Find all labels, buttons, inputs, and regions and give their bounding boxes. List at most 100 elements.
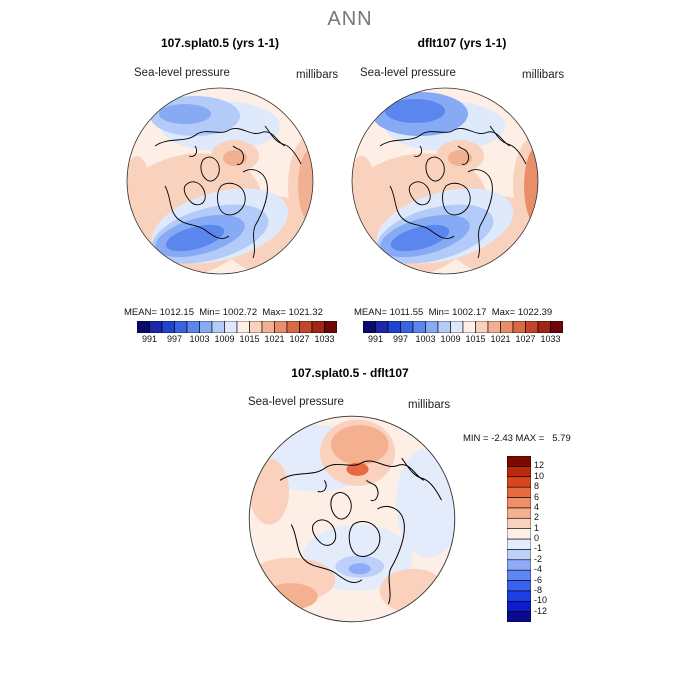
panel-2-map-coastline xyxy=(457,145,469,165)
panel-1-map-contour-region xyxy=(298,150,313,222)
panel-2-map-contour-region xyxy=(390,224,450,252)
diff-colorbar-swatch xyxy=(507,507,531,519)
panel-2-colorbar-swatch xyxy=(437,321,451,333)
diff-colorbar-tick-label: -1 xyxy=(534,543,543,554)
panel-2-colorbar-swatch xyxy=(450,321,464,333)
panel-2-colorbar-tick-label: 1009 xyxy=(440,334,461,344)
diff-colorbar-tick-label: 1 xyxy=(534,522,540,533)
panel-2-map-coastline xyxy=(442,182,471,216)
panel-2-min-label: Min= xyxy=(428,307,450,318)
diff-colorbar-tick-label: 0 xyxy=(534,533,540,543)
panel-1-units: millibars xyxy=(296,69,339,81)
panel-2-max: 1022.39 xyxy=(517,307,553,318)
panel-1-map-coastlines xyxy=(154,125,302,259)
panel-2-colorbar-tick-label: 1015 xyxy=(465,334,486,344)
panel-2-map-coastline xyxy=(467,169,493,259)
panel-2-colorbar-swatch xyxy=(525,321,539,333)
panel-1-colorbar-ticks: 991 997 1003 1009 1015 1021 1027 1033 xyxy=(137,334,337,346)
panel-2-mean: 1011.55 xyxy=(389,307,424,318)
panel-2-colorbar-tick-label: 1033 xyxy=(540,334,561,344)
diff-colorbar-swatch xyxy=(507,580,531,592)
diff-colorbar-swatch xyxy=(507,466,531,478)
panel-2-title: dflt107 (yrs 1-1) xyxy=(417,36,507,50)
panel-1-map-coastline xyxy=(264,125,302,165)
panel-2-colorbar-swatch xyxy=(550,321,563,333)
panel-1-map-coastline xyxy=(183,181,206,206)
panel-2-colorbar xyxy=(363,321,563,333)
panel-1-min: 1002.72 xyxy=(222,307,258,318)
panel-1-map-contour-region xyxy=(159,104,211,124)
panel-2-colorbar-swatch xyxy=(387,321,401,333)
diff-map-coastline xyxy=(377,505,405,605)
panel-1-map-coastline xyxy=(217,182,246,216)
panel-1-colorbar-swatch xyxy=(149,321,163,333)
panel-1-colorbar-swatch xyxy=(324,321,337,333)
diff-colorbar-swatch xyxy=(507,590,531,602)
diff-map-coastline xyxy=(330,492,352,520)
panel-2-colorbar-tick-label: 1003 xyxy=(415,334,436,344)
diff-colorbar-tick-label: -4 xyxy=(534,564,543,575)
panel-1-colorbar-tick-label: 1015 xyxy=(239,334,260,344)
diff-colorbar-tick-label: -8 xyxy=(534,584,543,595)
panel-1-colorbar-swatch xyxy=(186,321,200,333)
panel-2-colorbar-swatch xyxy=(363,321,376,333)
panel-1-max: 1021.32 xyxy=(288,307,323,318)
panel-1-colorbar-tick-label: 1033 xyxy=(314,334,335,344)
panel-2-mean-label: MEAN= xyxy=(354,307,387,318)
panel-1-variable: Sea-level pressure xyxy=(134,67,230,79)
diff-map-coastline xyxy=(366,479,379,502)
panel-2-map-coastline xyxy=(413,145,423,157)
panel-2-colorbar-swatch xyxy=(400,321,414,333)
panel-1-stats: MEAN= 1012.15 Min= 1002.72 Max= 1021.32 xyxy=(124,307,323,318)
diff-colorbar-tick-label: 8 xyxy=(534,481,540,492)
diff-max-label: MAX = xyxy=(515,433,545,444)
figure-title: ANN xyxy=(327,8,373,30)
panel-1-map-coastline xyxy=(164,185,230,239)
diff-map-coastlines xyxy=(279,457,442,605)
panel-2-colorbar-ticks: 991 997 1003 1009 1015 1021 1027 1033 xyxy=(363,334,563,346)
panel-2-colorbar-swatch xyxy=(425,321,439,333)
diff-colorbar-swatch xyxy=(507,456,531,467)
diff-panel-minmax: MIN = -2.43 MAX = 5.79 xyxy=(463,433,571,444)
diff-map-contour-region xyxy=(348,563,371,575)
diff-map-field xyxy=(249,416,455,622)
panel-1-colorbar-swatch xyxy=(211,321,225,333)
diff-map-coastline xyxy=(401,457,442,501)
diff-colorbar-swatch xyxy=(507,528,531,540)
diff-map-contour-region xyxy=(331,425,389,465)
diff-max: 5.79 xyxy=(552,433,571,444)
panel-1-map-coastline xyxy=(188,145,198,157)
panel-1-colorbar-tick-label: 997 xyxy=(166,334,183,344)
panel-1-colorbar-tick-label: 1009 xyxy=(214,334,235,344)
diff-colorbar-swatch xyxy=(507,611,531,622)
diff-map-coastline xyxy=(317,480,327,493)
panel-2-map-coastlines xyxy=(379,125,527,259)
panel-1-map-coastline xyxy=(200,156,220,182)
panel-1-mean-label: MEAN= xyxy=(124,307,157,318)
panel-1-colorbar-swatch xyxy=(224,321,238,333)
panel-2-units: millibars xyxy=(522,69,565,81)
diff-min-label: MIN = xyxy=(463,433,489,444)
diff-panel-variable: Sea-level pressure xyxy=(248,396,344,408)
panel-1-map-field xyxy=(127,88,313,274)
panel-2-colorbar-swatch xyxy=(487,321,501,333)
panel-1-min-label: Min= xyxy=(199,307,221,318)
diff-colorbar-swatch xyxy=(507,538,531,550)
panel-2-stats: MEAN= 1011.55 Min= 1002.17 Max= 1022.39 xyxy=(354,307,552,318)
panel-1-map-contour-region xyxy=(165,224,225,252)
panel-2-colorbar-swatch xyxy=(512,321,526,333)
panel-2-polar-map xyxy=(351,87,539,275)
diff-colorbar-swatch xyxy=(507,559,531,571)
panel-2-map-boundary xyxy=(351,87,539,275)
panel-2-colorbar-swatch xyxy=(537,321,551,333)
panel-2-map-contour-region xyxy=(448,150,472,166)
panel-2-colorbar-swatch xyxy=(375,321,389,333)
panel-1-colorbar-swatch xyxy=(249,321,263,333)
panel-1-map-coastline xyxy=(242,169,268,259)
diff-colorbar-swatch xyxy=(507,497,531,509)
panel-2-map-contour-region xyxy=(524,146,538,226)
panel-1-colorbar-swatch xyxy=(286,321,300,333)
diff-colorbar-tick-label: -12 xyxy=(534,605,548,616)
panel-2-min: 1002.17 xyxy=(452,307,487,318)
panel-1-colorbar-swatch xyxy=(299,321,313,333)
